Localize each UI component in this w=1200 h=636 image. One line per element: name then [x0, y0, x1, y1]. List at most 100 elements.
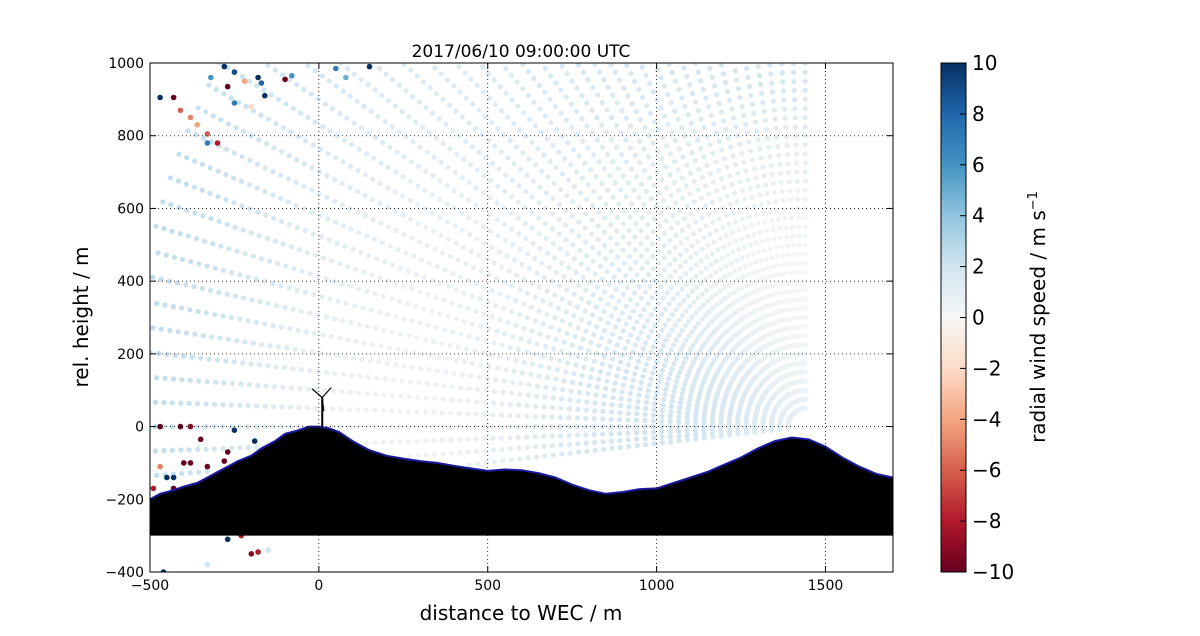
scan-point — [507, 344, 513, 350]
scan-point — [645, 271, 651, 278]
scan-point — [636, 86, 642, 93]
scan-point — [382, 259, 388, 265]
scan-point — [428, 352, 434, 359]
scan-point — [718, 109, 725, 115]
scan-point — [779, 244, 785, 250]
scan-point — [802, 296, 808, 302]
scan-point — [481, 436, 488, 442]
scan-point — [638, 380, 644, 386]
scan-point — [174, 280, 181, 286]
scan-point — [456, 411, 462, 417]
scan-point — [387, 243, 393, 249]
scan-point — [496, 166, 502, 172]
scan-point — [713, 208, 719, 214]
scan-point — [715, 247, 721, 253]
scan-point — [192, 331, 198, 337]
scan-point — [780, 253, 786, 259]
scan-point — [722, 274, 728, 280]
scan-point — [217, 63, 223, 66]
scan-point — [324, 369, 330, 375]
scan-point — [638, 240, 644, 247]
scan-point — [690, 384, 696, 390]
scan-point — [406, 394, 412, 400]
scan-point — [585, 391, 591, 397]
scan-point — [385, 164, 391, 171]
scan-point — [735, 431, 741, 437]
scan-point — [340, 223, 346, 229]
scan-point — [389, 439, 395, 445]
scan-point — [406, 333, 412, 339]
scan-point — [755, 137, 761, 143]
scan-point — [780, 88, 787, 94]
scan-point — [793, 278, 799, 285]
scan-point — [658, 284, 664, 290]
scan-point — [474, 336, 481, 342]
scan-point — [405, 424, 411, 430]
scan-point — [373, 135, 379, 141]
scan-point — [736, 227, 742, 233]
scan-point — [593, 392, 599, 398]
scan-point — [604, 346, 610, 352]
scan-point — [694, 372, 700, 378]
scan-point — [537, 184, 543, 190]
scan-point — [179, 470, 185, 477]
outlier-point — [214, 140, 221, 146]
scan-point — [679, 364, 685, 370]
scan-point — [770, 227, 776, 233]
scan-point — [558, 405, 564, 411]
scan-point — [702, 203, 708, 209]
scan-point — [616, 267, 622, 273]
scan-point — [453, 357, 459, 363]
scan-point — [618, 279, 624, 285]
scan-point — [695, 137, 701, 143]
scan-point — [703, 276, 709, 283]
scan-point — [790, 297, 796, 303]
scan-point — [279, 72, 286, 78]
scan-point — [239, 203, 245, 209]
scan-point — [509, 97, 515, 103]
scan-point — [762, 219, 768, 225]
scan-point — [377, 200, 383, 206]
scan-point — [391, 377, 397, 383]
scan-point — [270, 323, 276, 329]
scan-point — [404, 301, 411, 307]
scan-point — [346, 406, 353, 412]
scan-point — [587, 167, 594, 173]
scan-point — [481, 411, 488, 418]
scan-point — [636, 194, 642, 200]
scan-point — [458, 331, 464, 337]
scan-point — [517, 287, 523, 293]
scan-point — [583, 424, 589, 430]
scan-point — [498, 108, 505, 114]
plot-frame — [149, 62, 894, 573]
scan-point — [508, 390, 514, 396]
scan-point — [559, 348, 565, 354]
scan-point — [330, 388, 337, 394]
scan-point — [745, 272, 751, 278]
scan-point — [700, 343, 706, 349]
scan-point — [710, 219, 716, 225]
scan-point — [618, 396, 624, 402]
scan-point — [749, 223, 755, 229]
outlier-point — [255, 549, 261, 555]
scan-point — [625, 362, 632, 368]
scan-point — [572, 333, 578, 339]
scan-point — [499, 401, 505, 407]
scan-point — [798, 296, 804, 302]
scan-point — [305, 63, 311, 69]
scan-point — [551, 346, 557, 352]
scan-point — [668, 347, 674, 353]
scan-point — [261, 278, 268, 284]
colorbar-label: radial wind speed / m s−1 — [1026, 191, 1050, 443]
scan-point — [638, 295, 644, 301]
scan-point — [673, 307, 679, 313]
scan-point — [419, 257, 425, 263]
scan-point — [199, 187, 205, 193]
scan-point — [802, 87, 808, 93]
scan-point — [347, 163, 353, 169]
scan-point — [347, 389, 353, 395]
scan-point — [734, 199, 741, 205]
scan-point — [592, 271, 598, 277]
scan-point — [769, 282, 776, 289]
scan-point — [517, 246, 523, 252]
